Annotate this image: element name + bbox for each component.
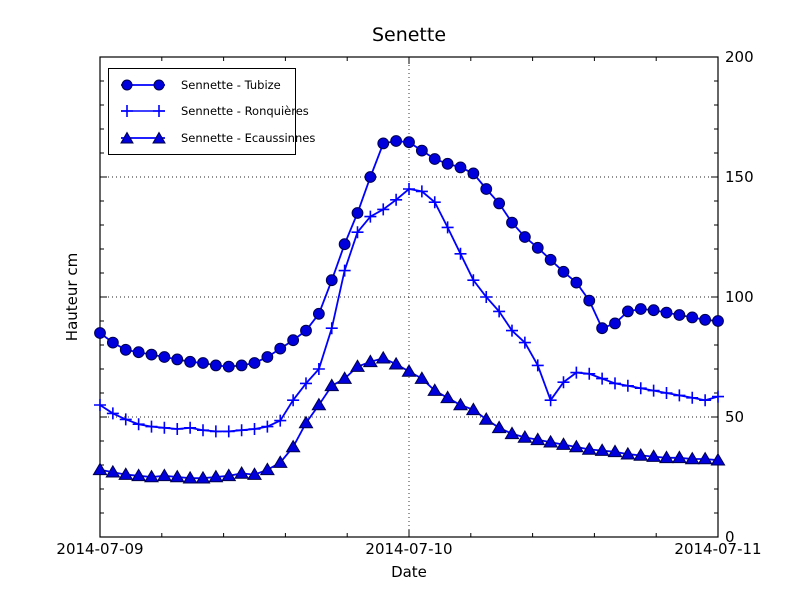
legend-label-ronquieres: Sennette - Ronquières	[181, 104, 309, 119]
legend-item-ronquieres: Sennette - Ronquières	[117, 103, 309, 119]
series-sennette-ecaussinnes	[92, 350, 726, 484]
series-markers-sennette-ronqui-res	[94, 183, 724, 438]
legend-label-ecaussinnes: Sennette - Ecaussinnes	[181, 130, 316, 145]
y-tick-label: 100	[725, 288, 754, 306]
y-tick-label: 50	[725, 408, 744, 426]
plus-marker-icon	[121, 105, 165, 118]
y-tick-label: 200	[725, 48, 754, 66]
x-tick-label: 2014-07-09	[56, 540, 143, 558]
series-markers-sennette-tubize	[94, 135, 724, 373]
x-tick-label: 2014-07-10	[365, 540, 452, 558]
series-markers-sennette-ecaussinnes	[92, 350, 726, 484]
y-tick-label: 0	[725, 528, 735, 546]
y-tick-label: 150	[725, 168, 754, 186]
chart-title: Senette	[371, 24, 447, 46]
x-tick-label: 2014-07-11	[674, 540, 761, 558]
series-sennette-ronqui-res	[94, 183, 724, 438]
legend-item-ecaussinnes: Sennette - Ecaussinnes	[117, 130, 315, 146]
legend-label-tubize: Sennette - Tubize	[181, 78, 281, 93]
axis-ticks	[99, 56, 719, 538]
series-sennette-tubize	[94, 135, 724, 373]
x-axis-label: Date	[391, 563, 427, 581]
tick-labels: 2014-07-09 2014-07-10 2014-07-110 50 100 150 2…	[56, 48, 761, 558]
circle-marker-icon	[121, 79, 165, 91]
triangle-marker-icon	[120, 131, 166, 144]
legend-item-tubize: Sennette - Tubize	[117, 77, 295, 93]
y-axis-label: Hauteur cm	[63, 252, 81, 342]
legend: Sennette - Tubize Sennette - Ronquières …	[108, 68, 315, 155]
